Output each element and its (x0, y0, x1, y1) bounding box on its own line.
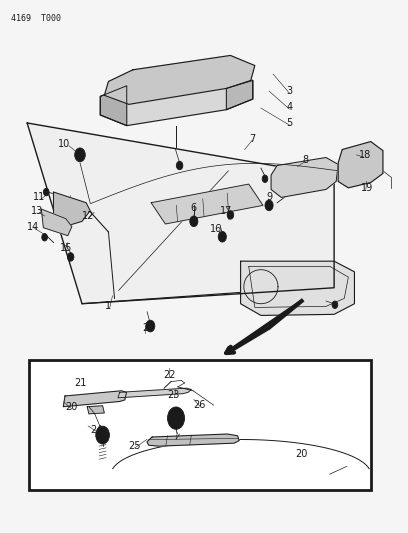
Circle shape (67, 253, 74, 261)
Text: 20: 20 (295, 449, 308, 458)
Circle shape (192, 219, 195, 223)
Text: 7: 7 (250, 134, 256, 144)
Polygon shape (226, 80, 253, 110)
Text: 10: 10 (58, 139, 70, 149)
Text: 18: 18 (359, 150, 371, 160)
Circle shape (78, 152, 82, 158)
Circle shape (75, 148, 85, 162)
Polygon shape (63, 391, 126, 407)
Circle shape (99, 431, 106, 440)
Circle shape (358, 154, 368, 166)
Circle shape (172, 413, 180, 424)
Circle shape (221, 235, 224, 239)
Polygon shape (41, 209, 72, 236)
Circle shape (361, 158, 365, 163)
Text: 4: 4 (286, 102, 293, 112)
Text: 25: 25 (129, 441, 141, 451)
Polygon shape (104, 55, 255, 104)
Polygon shape (100, 86, 127, 126)
Text: 5: 5 (286, 118, 293, 128)
Bar (29, 360, 371, 490)
Circle shape (265, 200, 273, 211)
Text: 20: 20 (66, 402, 78, 413)
Polygon shape (147, 434, 239, 446)
Text: 1: 1 (105, 301, 111, 311)
Text: 12: 12 (82, 211, 94, 221)
Circle shape (176, 161, 183, 169)
Text: 6: 6 (191, 203, 197, 213)
Polygon shape (27, 123, 334, 304)
Polygon shape (100, 70, 253, 126)
Polygon shape (338, 142, 383, 188)
Text: 24: 24 (90, 425, 102, 435)
Polygon shape (87, 406, 104, 414)
Text: 16: 16 (210, 224, 222, 235)
Text: 8: 8 (303, 155, 309, 165)
Text: 23: 23 (167, 390, 180, 400)
Text: 11: 11 (33, 192, 45, 203)
Text: 19: 19 (361, 183, 373, 193)
Circle shape (168, 407, 184, 429)
Circle shape (227, 211, 234, 219)
Polygon shape (53, 192, 90, 225)
Circle shape (96, 426, 109, 444)
Polygon shape (241, 261, 355, 316)
Circle shape (262, 175, 268, 182)
Text: 9: 9 (266, 192, 272, 203)
Circle shape (190, 216, 198, 227)
Text: 17: 17 (220, 206, 233, 216)
Text: 3: 3 (286, 86, 293, 96)
Text: 4169  T000: 4169 T000 (11, 14, 61, 23)
Text: 26: 26 (194, 400, 206, 410)
Circle shape (146, 320, 155, 332)
Text: 2: 2 (142, 322, 148, 333)
Circle shape (332, 301, 338, 309)
Circle shape (267, 203, 271, 207)
Circle shape (218, 231, 226, 242)
Text: 21: 21 (74, 378, 86, 389)
Circle shape (43, 188, 49, 196)
Polygon shape (151, 184, 263, 224)
Text: 13: 13 (31, 206, 43, 216)
Polygon shape (271, 158, 338, 197)
Text: 15: 15 (60, 243, 72, 253)
Circle shape (42, 233, 47, 241)
Polygon shape (118, 388, 191, 398)
Text: 22: 22 (163, 370, 176, 381)
Text: 14: 14 (27, 222, 39, 232)
